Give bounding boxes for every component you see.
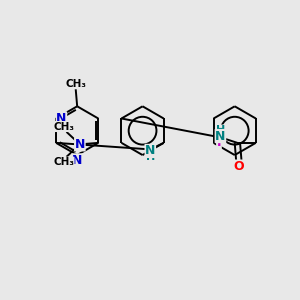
- Text: N: N: [75, 138, 85, 151]
- Text: N: N: [145, 144, 155, 158]
- Text: N: N: [72, 154, 83, 167]
- Text: CH₃: CH₃: [53, 122, 74, 131]
- Text: H: H: [146, 152, 155, 162]
- Text: N: N: [215, 130, 226, 142]
- Text: CH₃: CH₃: [53, 157, 74, 167]
- Text: H: H: [216, 125, 225, 135]
- Text: CH₃: CH₃: [65, 79, 86, 89]
- Text: N: N: [56, 112, 67, 125]
- Text: O: O: [234, 160, 244, 173]
- Text: I: I: [217, 136, 221, 149]
